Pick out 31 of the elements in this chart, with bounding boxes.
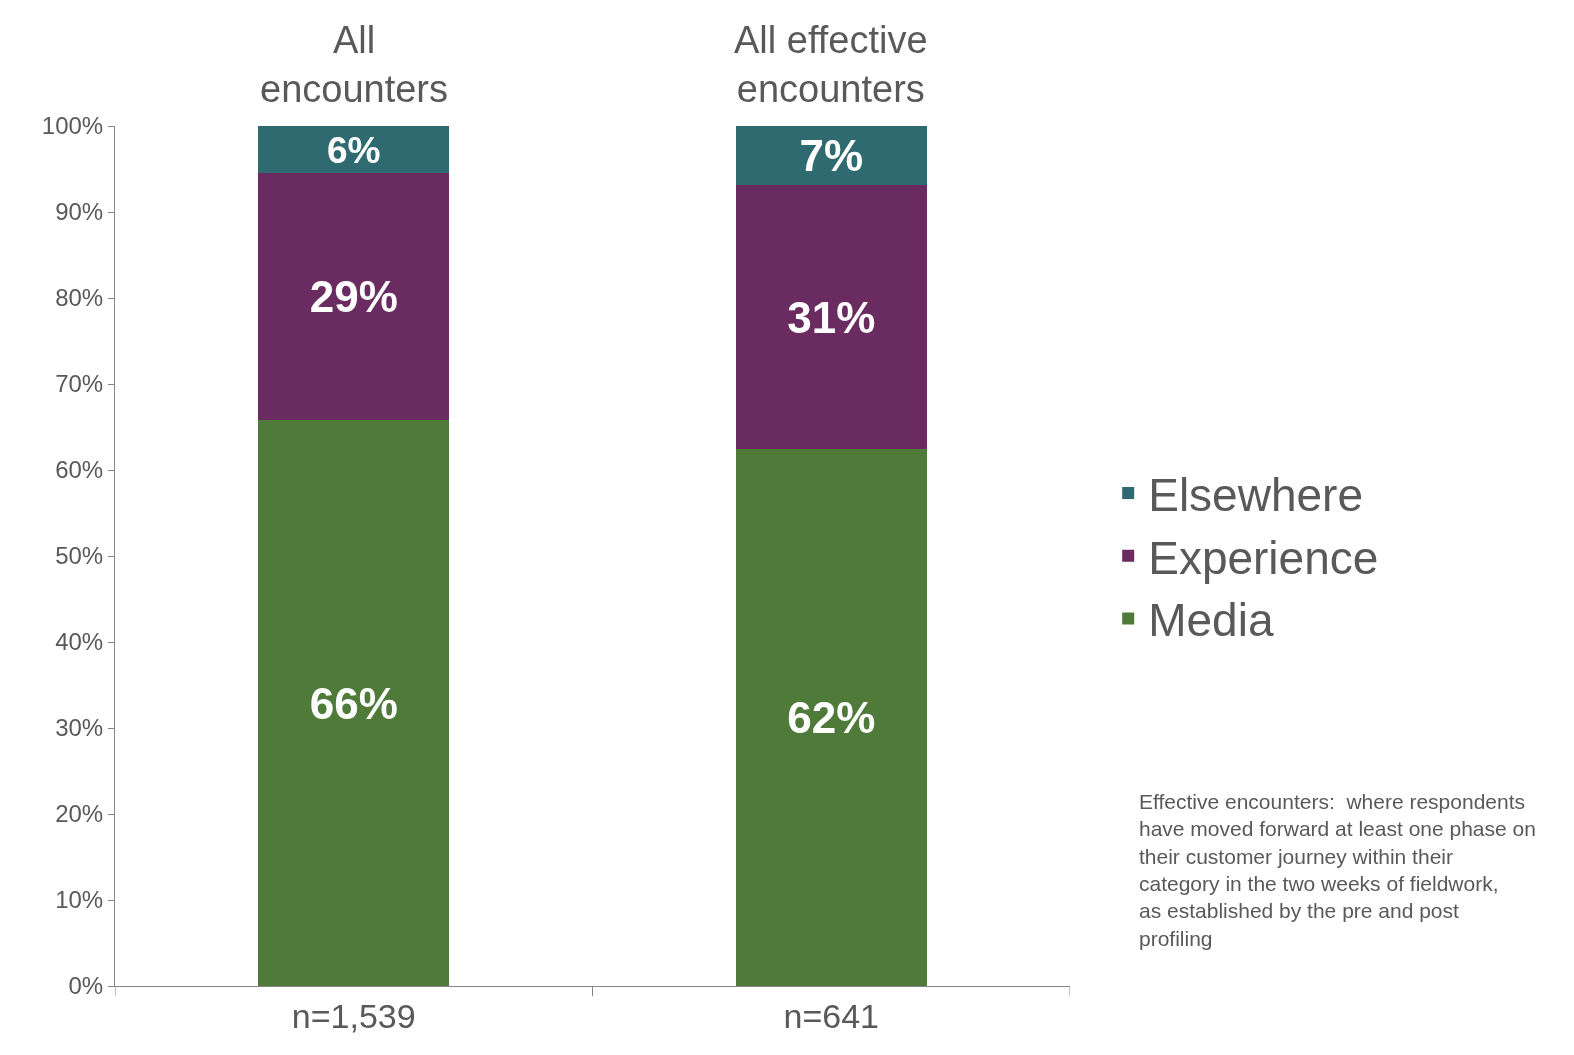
x-tick-label: n=1,539: [291, 996, 416, 1035]
y-tick-label: 70%: [55, 370, 104, 398]
data-label: 6%: [326, 128, 381, 171]
legend-label: Media: [1148, 594, 1274, 647]
annotation: All encounters: [260, 19, 449, 111]
text: Effective encounters: where respondents have moved forward at least one phase on their customer journey within their category in the two weeks of fieldwork, as established by the pre and post profiling: [1139, 790, 1536, 950]
y-tick-label: 10%: [55, 886, 104, 914]
bar: [258, 420, 450, 986]
bar: [735, 126, 927, 186]
y-tick-label: 100%: [41, 112, 104, 140]
bar: [735, 449, 927, 986]
y-tick-label: 30%: [55, 714, 104, 742]
bar: [258, 173, 450, 421]
bar: [258, 126, 450, 174]
data-label: 62%: [787, 693, 876, 743]
y-tick-label: 40%: [55, 628, 104, 656]
bar: [735, 185, 927, 450]
x-tick-label: n=641: [783, 996, 879, 1035]
y-tick-label: 0%: [68, 972, 104, 1000]
annotation: All effective encounters: [734, 19, 928, 111]
y-tick-label: 50%: [55, 542, 104, 570]
y-tick-label: 20%: [55, 800, 104, 828]
legend-label: Elsewhere: [1148, 468, 1363, 521]
legend-label: Experience: [1148, 531, 1379, 584]
data-label: 29%: [309, 272, 398, 322]
data-label: 7%: [799, 131, 864, 181]
data-label: 31%: [787, 292, 876, 342]
y-tick-label: 80%: [55, 284, 104, 312]
y-tick-label: 90%: [55, 198, 104, 226]
y-tick-label: 60%: [55, 456, 104, 484]
data-label: 66%: [309, 678, 398, 728]
